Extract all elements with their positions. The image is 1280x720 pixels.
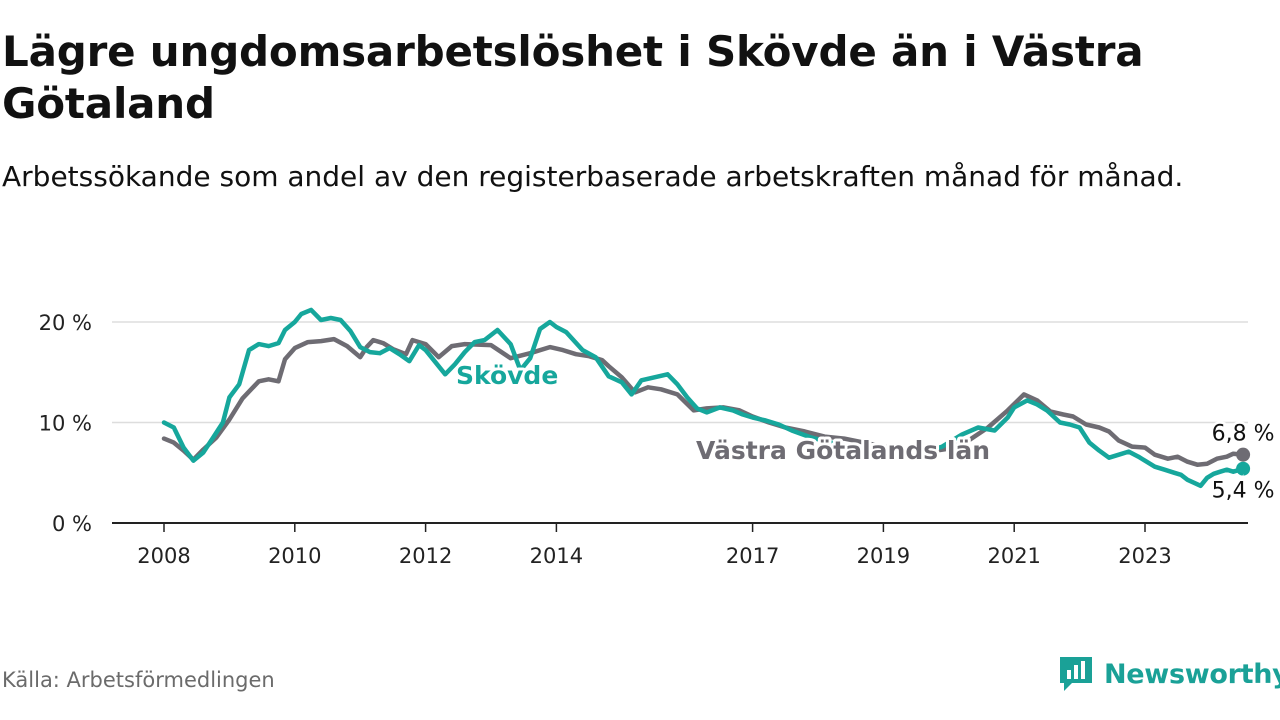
- chart-title: Lägre ungdomsarbetslöshet i Skövde än i …: [2, 27, 1144, 128]
- x-tick-label: 2023: [1118, 544, 1171, 568]
- chart-subtitle: Arbetssökande som andel av den registerb…: [2, 160, 1184, 193]
- series-line-vastra-gotaland: [161, 336, 1246, 467]
- end-value-label-vastra-gotaland: 6,8 %: [1212, 422, 1275, 447]
- x-tick-label: 2012: [399, 544, 452, 568]
- x-tick-label: 2014: [530, 544, 583, 568]
- newsworthy-logo-text: Newsworthy: [1104, 658, 1280, 690]
- series-label-skovde: Skövde: [456, 361, 558, 390]
- y-tick-label: 10 %: [39, 412, 92, 436]
- x-tick-label: 2019: [857, 544, 910, 568]
- series-line-skovde: [161, 307, 1246, 489]
- x-tick-label: 2021: [987, 544, 1040, 568]
- end-value-label-skovde: 5,4 %: [1212, 479, 1275, 504]
- newsworthy-logo-icon: [1060, 657, 1092, 691]
- end-marker-skovde: [1236, 461, 1251, 476]
- x-tick-label: 2008: [137, 544, 190, 568]
- series-label-vastra-gotaland: Västra Götalands län: [696, 436, 990, 465]
- end-marker-vastra-gotaland: [1236, 447, 1251, 462]
- x-tick-label: 2017: [726, 544, 779, 568]
- axes: 0 % 10 % 20 % 2008 2010 2012 2014 2017 2019 2021 2…: [39, 311, 1248, 568]
- y-tick-label: 0 %: [52, 512, 92, 536]
- series-lines: [161, 307, 1246, 489]
- annotations: 6,8 % 5,4 % Västra Götalands län Skövde: [453, 358, 1277, 506]
- y-tick-label: 20 %: [39, 311, 92, 335]
- newsworthy-logo[interactable]: Newsworthy: [1058, 654, 1280, 694]
- x-tick-label: 2010: [268, 544, 321, 568]
- source-note: Källa: Arbetsförmedlingen: [2, 668, 275, 692]
